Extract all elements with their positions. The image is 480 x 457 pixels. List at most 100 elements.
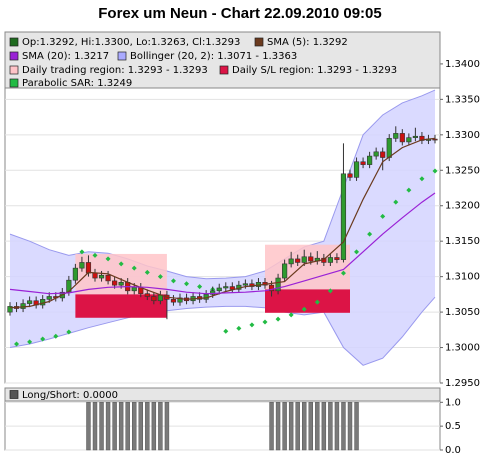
candle-body <box>373 151 379 157</box>
bar <box>347 402 353 451</box>
sar-dot <box>262 319 268 325</box>
candle-body <box>177 297 183 303</box>
bar <box>118 402 124 451</box>
candle-body <box>432 138 438 141</box>
sar-dot <box>380 213 386 219</box>
candle-body <box>46 296 52 300</box>
candle-body <box>308 256 314 262</box>
candle-body <box>353 161 360 178</box>
sar-dot <box>354 249 360 255</box>
candle-body <box>66 279 72 293</box>
bar <box>112 402 117 451</box>
y-tick-label: 1.3050 <box>445 307 480 318</box>
bar <box>269 402 274 451</box>
sar-dot <box>27 339 33 345</box>
candle-body <box>170 299 177 303</box>
bar <box>308 402 313 451</box>
bar <box>341 402 346 451</box>
sar-dot <box>275 316 281 322</box>
candle-body <box>223 286 229 289</box>
sar-dot <box>249 322 255 328</box>
y-tick-label: 1.3250 <box>445 165 480 176</box>
candle-body <box>347 173 353 178</box>
bar <box>92 402 98 451</box>
bar <box>151 402 157 451</box>
legend-swatch <box>9 65 19 75</box>
sar-dot <box>314 299 320 305</box>
sar-dot <box>223 328 229 334</box>
candle-body <box>295 258 301 263</box>
bar <box>288 402 294 451</box>
legend-label: Daily S/L region: 1.3293 - 1.3293 <box>232 65 397 76</box>
candle-body <box>275 277 281 292</box>
sar-dot <box>236 325 242 331</box>
candle-body <box>79 262 85 269</box>
candle-body <box>7 306 13 313</box>
bar <box>132 402 137 451</box>
candle-body <box>412 135 418 138</box>
candle-body <box>419 135 425 141</box>
sar-dot <box>197 284 203 290</box>
y-tick-label: 1.3300 <box>445 130 480 141</box>
candle-body <box>242 283 248 286</box>
candle-body <box>393 133 399 139</box>
legend-swatch <box>219 65 229 75</box>
legend-label: Parabolic SAR: 1.3249 <box>22 78 132 89</box>
sar-dot <box>157 274 163 280</box>
y-tick-label: 1.0 <box>445 397 461 408</box>
sar-dot <box>118 261 124 267</box>
sar-dot <box>105 256 111 262</box>
y-tick-label: 1.3200 <box>445 201 480 212</box>
bar <box>125 402 130 451</box>
legend-box <box>4 387 441 402</box>
sar-dot <box>144 269 150 275</box>
candle-body <box>144 293 150 297</box>
bar <box>105 402 111 451</box>
region <box>75 294 167 318</box>
legend-swatch <box>9 37 19 47</box>
sar-dot <box>66 329 72 335</box>
candle-body <box>131 286 137 292</box>
sar-dot <box>301 306 307 312</box>
y-tick-label: 1.3150 <box>445 236 480 247</box>
sar-dot <box>53 333 59 339</box>
candle-body <box>288 258 294 265</box>
chart-title: Forex um Neun - Chart 22.09.2010 09:05 <box>98 5 381 22</box>
bar <box>282 402 287 451</box>
legend-swatch <box>9 78 19 88</box>
legend-label: Daily trading region: 1.3293 - 1.3293 <box>22 65 208 76</box>
sar-dot <box>170 278 176 284</box>
candle-body <box>112 280 118 286</box>
bar <box>145 402 150 451</box>
y-tick-label: 1.2950 <box>445 378 480 389</box>
sar-dot <box>419 176 425 182</box>
bar <box>334 402 340 451</box>
bar <box>302 402 307 451</box>
candle-body <box>216 287 222 292</box>
legend-label: SMA (5): 1.3292 <box>267 37 348 48</box>
y-tick-label: 1.3400 <box>445 59 480 70</box>
legend-swatch <box>254 37 264 47</box>
bar <box>158 402 163 451</box>
sar-dot <box>131 265 137 271</box>
sma-line <box>9 137 436 309</box>
sar-dot <box>79 249 85 255</box>
legend-label: Op:1.3292, Hi:1.3300, Lo:1.3263, Cl:1.32… <box>22 37 240 48</box>
sar-dot <box>367 231 373 237</box>
legend-swatch <box>9 390 19 399</box>
candle-body <box>85 262 92 274</box>
y-tick-label: 1.3350 <box>445 94 480 105</box>
candle-body <box>118 282 124 286</box>
bollinger-lower <box>9 296 436 366</box>
bar <box>86 402 91 451</box>
candle-body <box>380 151 386 158</box>
sma-line <box>9 192 436 295</box>
bar <box>295 402 300 451</box>
candle-body <box>27 300 33 304</box>
y-tick-label: 1.3100 <box>445 272 480 283</box>
candle-body <box>360 161 366 165</box>
legend-box <box>4 31 441 89</box>
bar <box>328 402 333 451</box>
y-tick-label: 1.3000 <box>445 343 480 354</box>
candle-body <box>151 296 157 302</box>
